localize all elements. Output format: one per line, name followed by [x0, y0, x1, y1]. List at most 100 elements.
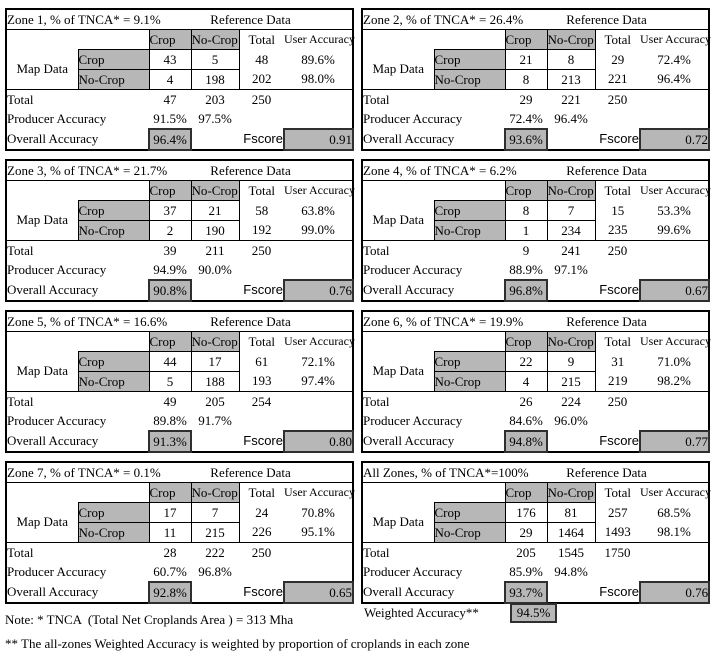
cell-total-crop: 29 [519, 91, 533, 107]
zone-title: Zone 5, % of TNCA* = 16.6% [6, 311, 167, 332]
cell-crop-user-accuracy: 70.8% [301, 504, 335, 520]
cell-total-no-crop: 221 [561, 91, 581, 107]
cell-producer-accuracy-no-crop: 97.1% [554, 262, 588, 278]
cell-crop-total: 48 [255, 51, 269, 67]
col-header-total: Total [604, 31, 632, 47]
cell-producer-accuracy-no-crop: 96.4% [554, 111, 588, 127]
cell-crop-no-crop: 9 [546, 351, 596, 372]
overall-accuracy-value: 93.7% [504, 581, 549, 604]
cell-no-crop-total: 192 [239, 220, 284, 241]
fscore-label: Fscore [243, 131, 283, 147]
col-header-total: Total [604, 484, 632, 500]
spacer-cell [6, 332, 149, 352]
col-header-total: Total [604, 182, 632, 198]
spacer-cell [6, 30, 149, 50]
producer-accuracy-label: Producer Accuracy [7, 564, 107, 580]
cell-no-crop-user-accuracy: 98.0% [284, 69, 354, 90]
producer-accuracy-label: Producer Accuracy [7, 111, 107, 127]
cell-crop-total: 15 [611, 202, 625, 218]
cell-total-crop: 28 [163, 544, 177, 560]
zone-accuracy-table: Zone 5, % of TNCA* = 16.6% Reference Dat… [5, 310, 355, 453]
empty-cell [284, 543, 353, 563]
cell-total-no-crop: 203 [205, 91, 225, 107]
overall-accuracy-label: Overall Accuracy [363, 282, 455, 298]
map-data-label: Map Data [362, 49, 434, 90]
producer-accuracy-label: Producer Accuracy [363, 413, 463, 429]
cell-no-crop-total: 193 [239, 371, 284, 392]
cell-no-crop-crop: 29 [504, 522, 548, 543]
empty-cell [239, 109, 284, 129]
fscore-label: Fscore [243, 433, 283, 449]
cell-crop-user-accuracy: 72.4% [657, 51, 691, 67]
cell-producer-accuracy-no-crop: 90.0% [198, 262, 232, 278]
cell-crop-crop: 21 [504, 49, 548, 70]
cell-total-no-crop: 1545 [558, 544, 585, 560]
zone-title: Zone 7, % of TNCA* = 0.1% [6, 462, 161, 483]
empty-cell [640, 109, 709, 129]
cell-crop-crop: 44 [148, 351, 192, 372]
cell-crop-crop: 17 [148, 502, 192, 523]
cell-no-crop-no-crop: 215 [546, 371, 596, 392]
empty-cell [284, 241, 353, 261]
cell-crop-no-crop: 7 [546, 200, 596, 221]
cell-no-crop-crop: 4 [148, 69, 192, 90]
fscore-label: Fscore [599, 131, 639, 147]
tables-grid: Zone 1, % of TNCA* = 9.1% Reference Data… [5, 8, 719, 623]
cell-no-crop-user-accuracy: 96.4% [640, 69, 710, 90]
col-header-crop: Crop [148, 180, 192, 201]
zone-title: All Zones, % of TNCA*=100% [362, 462, 529, 483]
overall-accuracy-label: Overall Accuracy [363, 131, 455, 147]
zone-accuracy-table: Zone 2, % of TNCA* = 26.4% Reference Dat… [361, 8, 711, 151]
weighted-accuracy-value: 94.5% [510, 603, 557, 623]
reference-data-header: Reference Data [505, 462, 710, 483]
col-header-user-accuracy: User Accuracy [284, 183, 355, 198]
cell-no-crop-no-crop: 213 [546, 69, 596, 90]
map-data-label: Map Data [362, 502, 434, 543]
cell-total-crop: 26 [519, 393, 533, 409]
reference-data-header: Reference Data [505, 311, 710, 332]
map-data-label: Map Data [362, 200, 434, 241]
cell-crop-crop: 176 [504, 502, 548, 523]
row-header-no-crop: No-Crop [433, 522, 506, 543]
cell-crop-user-accuracy: 72.1% [301, 353, 335, 369]
cell-no-crop-no-crop: 198 [190, 69, 240, 90]
confusion-matrix: Zone 5, % of TNCA* = 16.6% Reference Dat… [5, 310, 355, 453]
map-data-label: Map Data [6, 49, 78, 90]
cell-crop-user-accuracy: 89.6% [301, 51, 335, 67]
row-header-no-crop: No-Crop [77, 69, 150, 90]
note-weighted-accuracy: ** The all-zones Weighted Accuracy is we… [5, 636, 470, 651]
total-row-label: Total [7, 91, 34, 107]
overall-accuracy-label: Overall Accuracy [7, 433, 99, 449]
empty-cell [640, 543, 709, 563]
cell-total-total: 250 [251, 242, 272, 258]
zone-accuracy-table: Zone 7, % of TNCA* = 0.1% Reference Data… [5, 461, 355, 604]
empty-cell [284, 562, 353, 582]
total-row-label: Total [7, 544, 34, 560]
cell-total-crop: 47 [163, 91, 177, 107]
spacer-cell [362, 483, 505, 503]
fscore-value: 0.76 [282, 279, 355, 302]
col-header-total: Total [604, 333, 632, 349]
cell-no-crop-crop: 8 [504, 69, 548, 90]
col-header-crop: Crop [504, 180, 548, 201]
confusion-matrix: Zone 7, % of TNCA* = 0.1% Reference Data… [5, 461, 355, 604]
col-header-no-crop: No-Crop [190, 29, 240, 50]
overall-accuracy-label: Overall Accuracy [7, 282, 99, 298]
cell-crop-no-crop: 8 [546, 49, 596, 70]
empty-cell [284, 109, 353, 129]
cell-no-crop-user-accuracy: 95.1% [284, 522, 354, 543]
overall-accuracy-label: Overall Accuracy [7, 584, 99, 600]
reference-data-header: Reference Data [149, 462, 354, 483]
confusion-matrix: Zone 4, % of TNCA* = 6.2% Reference Data… [361, 159, 711, 302]
reference-data-header: Reference Data [149, 311, 354, 332]
cell-no-crop-total: 221 [595, 69, 640, 90]
cell-crop-total: 61 [255, 353, 269, 369]
cell-total-total: 1750 [604, 544, 631, 560]
row-header-crop: Crop [433, 200, 506, 221]
overall-accuracy-value: 96.8% [504, 279, 548, 302]
empty-cell [284, 392, 353, 412]
zone-accuracy-table: Zone 1, % of TNCA* = 9.1% Reference Data… [5, 8, 355, 151]
col-header-crop: Crop [504, 29, 548, 50]
cell-total-total: 250 [607, 242, 628, 258]
total-row-label: Total [363, 242, 390, 258]
